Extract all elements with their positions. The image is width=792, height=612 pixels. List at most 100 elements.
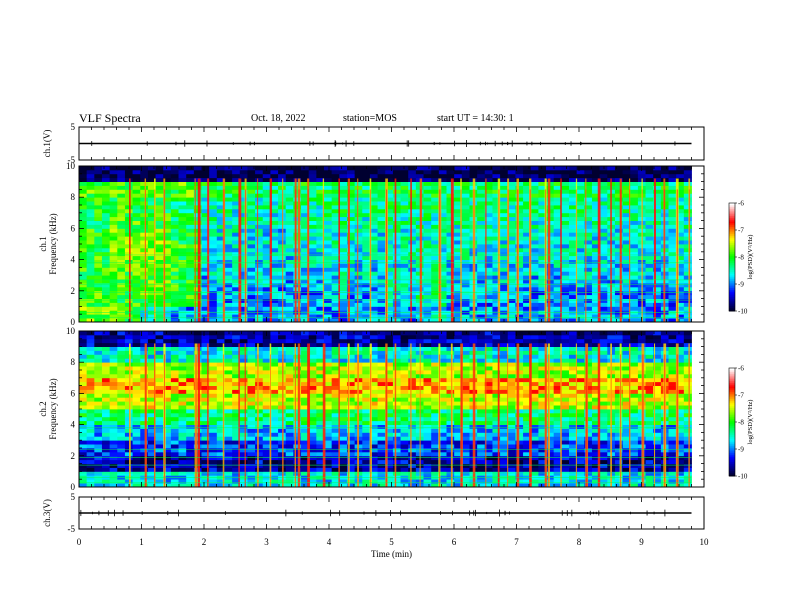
spectrogram-cell — [140, 459, 149, 464]
spectrogram-cell — [584, 306, 593, 311]
spectrogram-cell — [308, 244, 317, 249]
spectrogram-cell — [630, 298, 639, 303]
spectrogram-cell — [362, 459, 371, 464]
spectrogram-cell — [614, 224, 623, 229]
spectrogram-cell — [178, 228, 187, 233]
spectrogram-cell — [576, 267, 585, 272]
spectrogram-cell — [324, 318, 333, 323]
spectrogram-cell — [270, 271, 279, 276]
spectrogram-cell — [94, 197, 103, 202]
spectrogram-cell — [668, 169, 677, 175]
spectrogram-cell — [224, 232, 233, 237]
spectrogram-cell — [507, 228, 516, 233]
impulse-core — [410, 189, 412, 322]
spectrogram-cell — [255, 294, 264, 299]
spectrogram-cell — [614, 294, 623, 299]
spectrogram-cell — [515, 193, 524, 198]
spectrogram-cell — [293, 294, 302, 299]
spectrogram-cell — [339, 240, 348, 245]
colorbar-swatch — [729, 262, 735, 265]
spectrogram-cell — [392, 236, 401, 241]
spectrogram-cell — [178, 197, 187, 202]
spectrogram-cell — [645, 205, 654, 210]
spectrogram-cell — [147, 166, 156, 171]
spectrogram-cell — [101, 244, 111, 249]
spectrogram-cell — [155, 286, 164, 292]
spectrogram-cell — [538, 236, 547, 241]
spectrogram-cell — [369, 290, 378, 296]
spectrogram-cell — [377, 302, 386, 307]
spectrogram-cell — [293, 440, 302, 445]
spectrogram-cell — [431, 220, 440, 225]
spectrogram-cell — [546, 444, 555, 449]
spectrogram-cell — [446, 189, 455, 194]
spectrogram-cell — [645, 428, 654, 433]
spectrogram-cell — [308, 193, 317, 198]
spectrogram-cell — [569, 479, 578, 484]
spectrogram-cell — [599, 428, 608, 433]
spectrogram-cell — [109, 286, 118, 292]
spectrogram-cell — [270, 444, 279, 449]
spectrogram-cell — [454, 197, 463, 202]
spectrogram-cell — [324, 240, 333, 245]
spectrogram-cell — [224, 420, 233, 425]
spectrogram-cell — [101, 471, 111, 476]
spectrogram-cell — [484, 471, 493, 476]
spectrogram-cell — [385, 185, 394, 190]
spectrogram-cell — [155, 294, 164, 299]
spectrogram-cell — [339, 177, 348, 182]
spectrogram-cell — [216, 314, 225, 319]
spectrogram-cell — [461, 251, 470, 257]
spectrogram-cell — [423, 424, 432, 429]
spectrogram-cell — [614, 463, 623, 468]
spectrogram-cell — [461, 201, 470, 206]
spectrogram-cell — [377, 189, 386, 194]
spectrogram-cell — [523, 232, 532, 237]
spectrogram-cell — [431, 216, 440, 221]
spectrogram-cell — [523, 224, 532, 229]
spectrogram-cell — [86, 197, 95, 202]
spectrogram-cell — [392, 208, 401, 214]
spectrogram-cell — [576, 432, 585, 437]
spectrogram-cell — [170, 240, 179, 245]
spectrogram-cell — [101, 220, 111, 225]
spectrogram-cell — [308, 166, 317, 171]
spectrogram-cell — [316, 428, 325, 433]
spectrogram-cell — [109, 290, 118, 296]
spectrogram-cell — [484, 306, 493, 311]
spectrogram-cell — [584, 228, 593, 233]
spectrogram-cell — [369, 197, 378, 202]
spectrogram-cell — [86, 166, 95, 171]
spectrogram-cell — [262, 185, 271, 190]
spectrogram-cell — [484, 483, 493, 488]
spectrogram-cell — [653, 314, 662, 319]
impulse-core — [198, 189, 200, 322]
spectrogram-cell — [285, 263, 294, 268]
spectrogram-cell — [247, 255, 256, 260]
spectrogram-cell — [132, 314, 141, 319]
spectrogram-cell — [469, 169, 478, 175]
spectrogram-cell — [523, 314, 532, 319]
colorbar-swatch — [729, 210, 735, 213]
spectrogram-cell — [538, 283, 547, 288]
spectrogram-cell — [79, 259, 88, 264]
spectrogram-cell — [622, 177, 631, 182]
spectrogram-cell — [79, 455, 88, 461]
spectrogram-cell — [423, 432, 432, 437]
spectrogram-cell — [683, 240, 692, 245]
spectrogram-cell — [438, 181, 447, 186]
spectrogram-cell — [270, 220, 279, 225]
spectrogram-cell — [454, 302, 463, 307]
spectrogram-cell — [339, 440, 348, 445]
spectrogram-cell — [94, 283, 103, 288]
spectrogram-cell — [538, 455, 547, 461]
spectrogram-cell — [94, 428, 103, 433]
spectrogram-cell — [232, 279, 241, 284]
spectrogram-cell — [484, 228, 493, 233]
spectrogram-cell — [170, 255, 179, 260]
spectrogram-cell — [94, 436, 103, 441]
spectrogram-cell — [500, 432, 509, 437]
spectrogram-cell — [515, 181, 524, 186]
spectrogram-cell — [454, 240, 463, 245]
spectrogram-cell — [247, 263, 256, 268]
